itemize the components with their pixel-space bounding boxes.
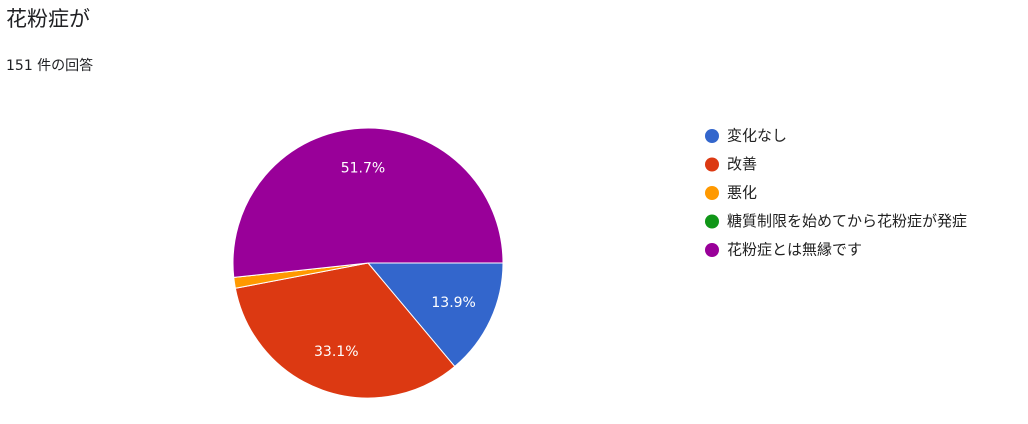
legend-label: 糖質制限を始めてから花粉症が発症 — [727, 212, 967, 230]
legend-marker — [705, 129, 719, 143]
legend-label: 変化なし — [727, 127, 787, 145]
legend-marker — [705, 157, 719, 172]
pie-slice — [232, 127, 504, 278]
data-label: 51.7% — [341, 161, 385, 177]
data-label: 13.9% — [431, 295, 475, 311]
legend-marker — [705, 214, 719, 229]
legend-label: 花粉症とは無縁です — [727, 241, 862, 259]
legend-label: 悪化 — [727, 184, 757, 202]
legend-marker — [705, 186, 719, 200]
pie-slice — [234, 262, 456, 399]
legend-marker — [705, 243, 719, 257]
legend-label: 改善 — [727, 155, 757, 173]
pie-slice — [366, 262, 504, 368]
chart-subtitle: 151 件の回答 — [6, 57, 93, 74]
chart-title: 花粉症が — [6, 7, 90, 31]
data-label: 33.1% — [314, 344, 358, 360]
